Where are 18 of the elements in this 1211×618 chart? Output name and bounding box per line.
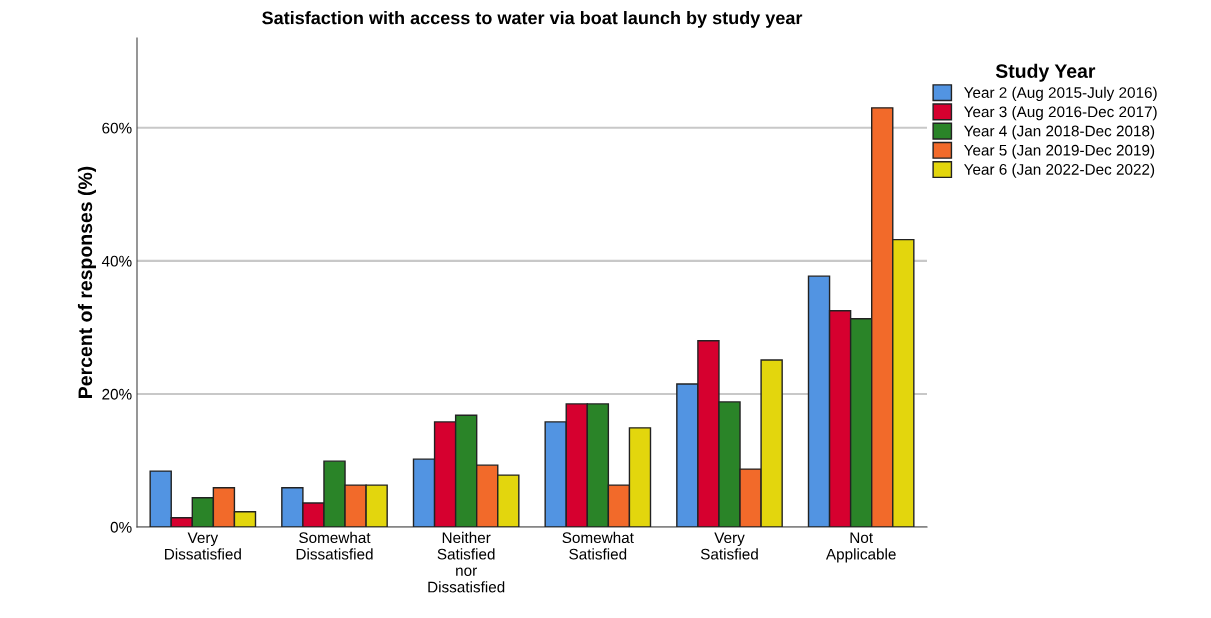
x-tick-label: Very Satisfied — [700, 532, 758, 560]
x-tick-label: Somewhat Dissatisfied — [296, 531, 373, 560]
y-tick-label: 0% — [110, 521, 132, 533]
x-tick-label: Not Applicable — [825, 532, 896, 563]
legend-label: Year 6 (Jan 2022-Dec 2022) — [964, 163, 1155, 178]
legend-label: Year 4 (Jan 2018-Dec 2018) — [964, 125, 1155, 140]
legend-title: Study Year — [995, 63, 1096, 82]
y-tick-label: 20% — [102, 388, 132, 400]
chart-title: Satisfaction with access to water via boat launch by study year — [262, 11, 803, 28]
y-axis-title: Percent of responses (%) — [77, 166, 97, 398]
y-tick-label: 40% — [101, 255, 132, 267]
y-tick-label: 60% — [102, 122, 132, 134]
x-tick-label: Neither Satisfied nor Dissatisfied — [428, 531, 505, 593]
legend-label: Year 5 (Jan 2019-Dec 2019) — [964, 144, 1155, 159]
x-tick-label: Very Dissatisfied — [165, 532, 241, 560]
legend-label: Year 2 (Aug 2015-July 2016) — [964, 86, 1157, 102]
x-tick-label: Somewhat Satisfied — [562, 531, 634, 560]
legend-label: Year 3 (Aug 2016-Dec 2017) — [964, 105, 1157, 121]
